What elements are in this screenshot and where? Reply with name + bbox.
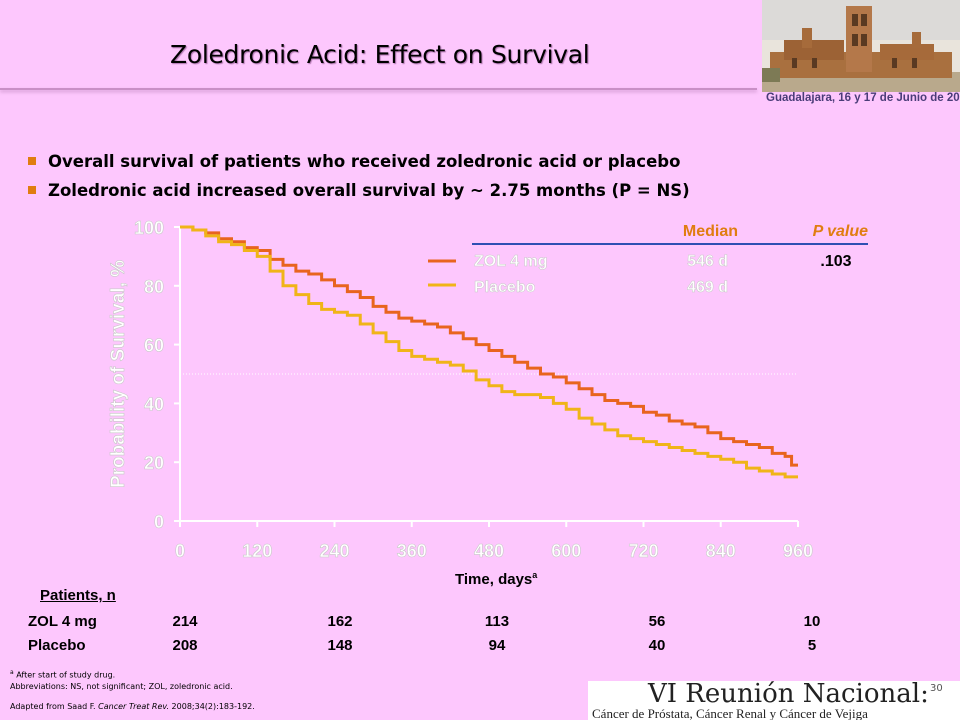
- x-tick-label: 840: [706, 541, 736, 561]
- legend-series-median: 469 d: [687, 279, 728, 296]
- patients-cell: 148: [327, 637, 353, 654]
- patients-row-label-zol: ZOL 4 mg: [28, 613, 97, 630]
- bullet-marker: [28, 186, 36, 194]
- y-tick-label: 20: [144, 453, 164, 473]
- conference-banner: VI Reunión Nacional: Cáncer de Próstata,…: [588, 681, 960, 720]
- placebo-survival-curve: [180, 225, 798, 479]
- y-tick-label: 60: [144, 336, 164, 356]
- patients-row-label-placebo: Placebo: [28, 637, 86, 654]
- abbreviations-note: Abbreviations: NS, not significant; ZOL,…: [10, 682, 233, 691]
- patients-cell: 5: [807, 637, 817, 654]
- x-tick-label: 600: [551, 541, 581, 561]
- source-journal: Cancer Treat Rev.: [98, 702, 170, 711]
- x-tick-label: 360: [397, 541, 427, 561]
- bullet-item-2: Zoledronic acid increased overall surviv…: [28, 181, 690, 200]
- patients-cell: 113: [484, 613, 510, 630]
- legend-header-median: Median: [683, 223, 738, 240]
- legend-p-value: .103: [820, 253, 851, 270]
- x-axis-label: Time, daysa: [455, 570, 538, 588]
- patients-cell: 10: [803, 613, 821, 630]
- x-tick-label: 480: [474, 541, 504, 561]
- bullet-text: Overall survival of patients who receive…: [48, 152, 681, 171]
- page-number: 30: [930, 683, 943, 694]
- x-tick-label: 0: [175, 541, 185, 561]
- patients-cell: 56: [648, 613, 666, 630]
- patients-cell: 162: [327, 613, 353, 630]
- x-tick-label: 120: [242, 541, 272, 561]
- event-caption: Guadalajara, 16 y 17 de Junio de 2011: [766, 92, 960, 104]
- patients-cell: 94: [488, 637, 506, 654]
- patients-cell: 214: [172, 613, 198, 630]
- bullet-text: Zoledronic acid increased overall surviv…: [48, 181, 690, 200]
- patients-cell: 40: [648, 637, 666, 654]
- legend-series-name: ZOL 4 mg: [474, 253, 548, 270]
- x-tick-label: 240: [319, 541, 349, 561]
- bullet-item-1: Overall survival of patients who receive…: [28, 152, 680, 171]
- legend-series-name: Placebo: [474, 279, 536, 296]
- x-tick-label: 720: [628, 541, 658, 561]
- legend-header-p-value: P value: [813, 223, 869, 240]
- survival-chart: 0 20 40 60 80 100 0 120 240 360 480 600 720 840 960 Pro…: [108, 218, 869, 588]
- x-tick-label: 960: [783, 541, 813, 561]
- header-divider: [0, 88, 757, 90]
- y-axis-label: Probability of Survival, %: [108, 260, 129, 488]
- banner-subtitle: Cáncer de Próstata, Cáncer Renal y Cánce…: [592, 706, 868, 720]
- y-tick-label: 100: [134, 218, 164, 238]
- y-tick-label: 80: [144, 277, 164, 297]
- legend-series-median: 546 d: [687, 253, 728, 270]
- source-citation: Adapted from Saad F. Cancer Treat Rev. 2…: [10, 702, 255, 711]
- zol-survival-curve: [180, 225, 798, 467]
- footnote-text: After start of study drug.: [16, 670, 116, 680]
- x-axis-label-text: Time, days: [455, 571, 532, 588]
- slide-title: Zoledronic Acid: Effect on Survival: [170, 40, 590, 69]
- y-tick-label: 0: [154, 512, 164, 532]
- patients-header: Patients, n: [40, 587, 116, 604]
- bullet-marker: [28, 157, 36, 165]
- footnote-a: a After start of study drug.: [10, 669, 115, 680]
- source-suffix: 2008;34(2):183-192.: [169, 702, 255, 711]
- patients-cell: 208: [172, 637, 198, 654]
- banner-title: VI Reunión Nacional:: [648, 681, 929, 709]
- source-prefix: Adapted from Saad F.: [10, 702, 99, 711]
- y-tick-label: 40: [144, 394, 164, 414]
- cathedral-photo: [762, 0, 960, 92]
- x-axis-label-superscript: a: [532, 570, 538, 580]
- footnote-marker: a: [10, 669, 14, 676]
